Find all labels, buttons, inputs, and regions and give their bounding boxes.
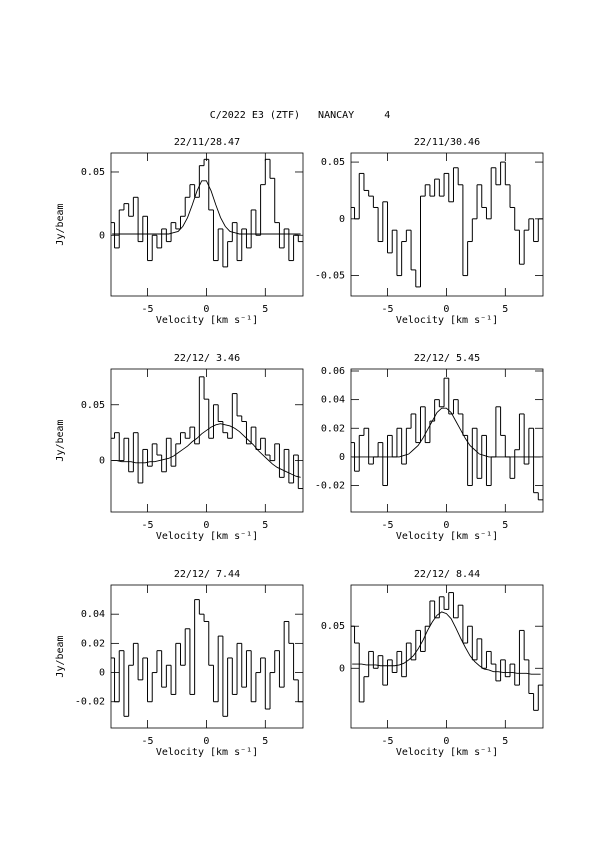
y-tick-label: 0 bbox=[339, 452, 345, 463]
y-tick-label: 0.05 bbox=[81, 167, 105, 178]
x-tick-label: 0 bbox=[203, 520, 209, 531]
x-tick-label: 5 bbox=[262, 736, 268, 747]
y-tick-label: 0.04 bbox=[321, 395, 345, 406]
x-axis-label: Velocity [km s⁻¹] bbox=[396, 531, 498, 542]
plot-frame bbox=[350, 152, 544, 297]
series bbox=[112, 180, 301, 235]
y-axis-label: Jy/beam bbox=[55, 635, 66, 677]
y-tick-label: -0.02 bbox=[75, 697, 105, 708]
y-tick-label: 0.06 bbox=[321, 366, 345, 377]
x-axis-label: Velocity [km s⁻¹] bbox=[396, 315, 498, 326]
panel-title: 22/12/ 7.44 bbox=[174, 569, 240, 580]
x-axis-label: Velocity [km s⁻¹] bbox=[396, 747, 498, 758]
x-tick-label: 0 bbox=[443, 736, 449, 747]
panel-title: 22/11/28.47 bbox=[174, 137, 240, 148]
panel: 22/12/ 7.44 -5 0 5 -0.02 0 0.02 0.04 Velocity [k… bbox=[55, 569, 304, 758]
x-tick-label: 5 bbox=[502, 736, 508, 747]
fit-line bbox=[352, 611, 541, 675]
y-tick-label: 0 bbox=[99, 456, 105, 467]
x-tick-label: 5 bbox=[262, 304, 268, 315]
x-axis-label: Velocity [km s⁻¹] bbox=[156, 747, 258, 758]
panel: 22/11/28.47 -5 0 5 0 0.05 Velocity [km s⁻¹] Jy/… bbox=[55, 137, 304, 326]
panel: 22/12/ 8.44 -5 0 5 0 0.05 Velocity [km s⁻¹] bbox=[321, 569, 544, 758]
y-tick-label: 0.05 bbox=[321, 157, 345, 168]
y-tick-label: 0 bbox=[339, 214, 345, 225]
fit-line bbox=[352, 407, 541, 458]
panel: 22/12/ 3.46 -5 0 5 0 0.05 Velocity [km s⁻¹] Jy/… bbox=[55, 353, 304, 542]
x-tick-label: 5 bbox=[502, 520, 508, 531]
y-tick-label: 0 bbox=[99, 668, 105, 679]
y-tick-label: 0 bbox=[99, 230, 105, 241]
panel-title: 22/12/ 5.45 bbox=[414, 353, 480, 364]
x-tick-label: 5 bbox=[262, 520, 268, 531]
panel-title: 22/12/ 3.46 bbox=[174, 353, 240, 364]
y-axis-label: Jy/beam bbox=[55, 419, 66, 461]
y-tick-label: 0.02 bbox=[321, 423, 345, 434]
y-tick-label: 0 bbox=[339, 663, 345, 674]
x-tick-label: 0 bbox=[203, 304, 209, 315]
series bbox=[112, 423, 301, 478]
x-tick-label: 5 bbox=[502, 304, 508, 315]
x-tick-label: 0 bbox=[443, 520, 449, 531]
series bbox=[352, 611, 541, 675]
panel: 22/12/ 5.45 -5 0 5 -0.02 0 0.02 0.04 0.06 Velocit… bbox=[315, 353, 544, 542]
panel-title: 22/11/30.46 bbox=[414, 137, 480, 148]
fit-line bbox=[112, 423, 301, 478]
x-tick-label: -5 bbox=[381, 736, 393, 747]
series bbox=[351, 161, 543, 288]
panel: 22/11/30.46 -5 0 5 -0.05 0 0.05 Velocity [km s⁻… bbox=[315, 137, 544, 326]
y-tick-label: 0.05 bbox=[81, 400, 105, 411]
plot-frame bbox=[110, 152, 304, 297]
series bbox=[111, 599, 303, 717]
series bbox=[352, 407, 541, 458]
y-tick-label: 0.05 bbox=[321, 621, 345, 632]
page-title: C/2022 E3 (ZTF) NANCAY 4 bbox=[210, 110, 391, 121]
fit-line bbox=[112, 180, 301, 235]
x-tick-label: 0 bbox=[203, 736, 209, 747]
plot-frame bbox=[110, 584, 304, 729]
y-tick-label: -0.05 bbox=[315, 271, 345, 282]
plot-frame bbox=[110, 368, 304, 513]
series bbox=[111, 376, 303, 490]
x-tick-label: 0 bbox=[443, 304, 449, 315]
x-tick-label: -5 bbox=[141, 304, 153, 315]
y-tick-label: 0.02 bbox=[81, 638, 105, 649]
y-tick-label: 0.04 bbox=[81, 609, 105, 620]
x-axis-label: Velocity [km s⁻¹] bbox=[156, 315, 258, 326]
x-axis-label: Velocity [km s⁻¹] bbox=[156, 531, 258, 542]
x-tick-label: -5 bbox=[141, 736, 153, 747]
series bbox=[351, 377, 543, 501]
plot-frame bbox=[350, 584, 544, 729]
y-axis-label: Jy/beam bbox=[55, 203, 66, 245]
y-tick-label: -0.02 bbox=[315, 481, 345, 492]
plot-frame bbox=[350, 368, 544, 513]
x-tick-label: -5 bbox=[141, 520, 153, 531]
x-tick-label: -5 bbox=[381, 520, 393, 531]
series bbox=[111, 158, 303, 268]
panel-title: 22/12/ 8.44 bbox=[414, 569, 480, 580]
x-tick-label: -5 bbox=[381, 304, 393, 315]
